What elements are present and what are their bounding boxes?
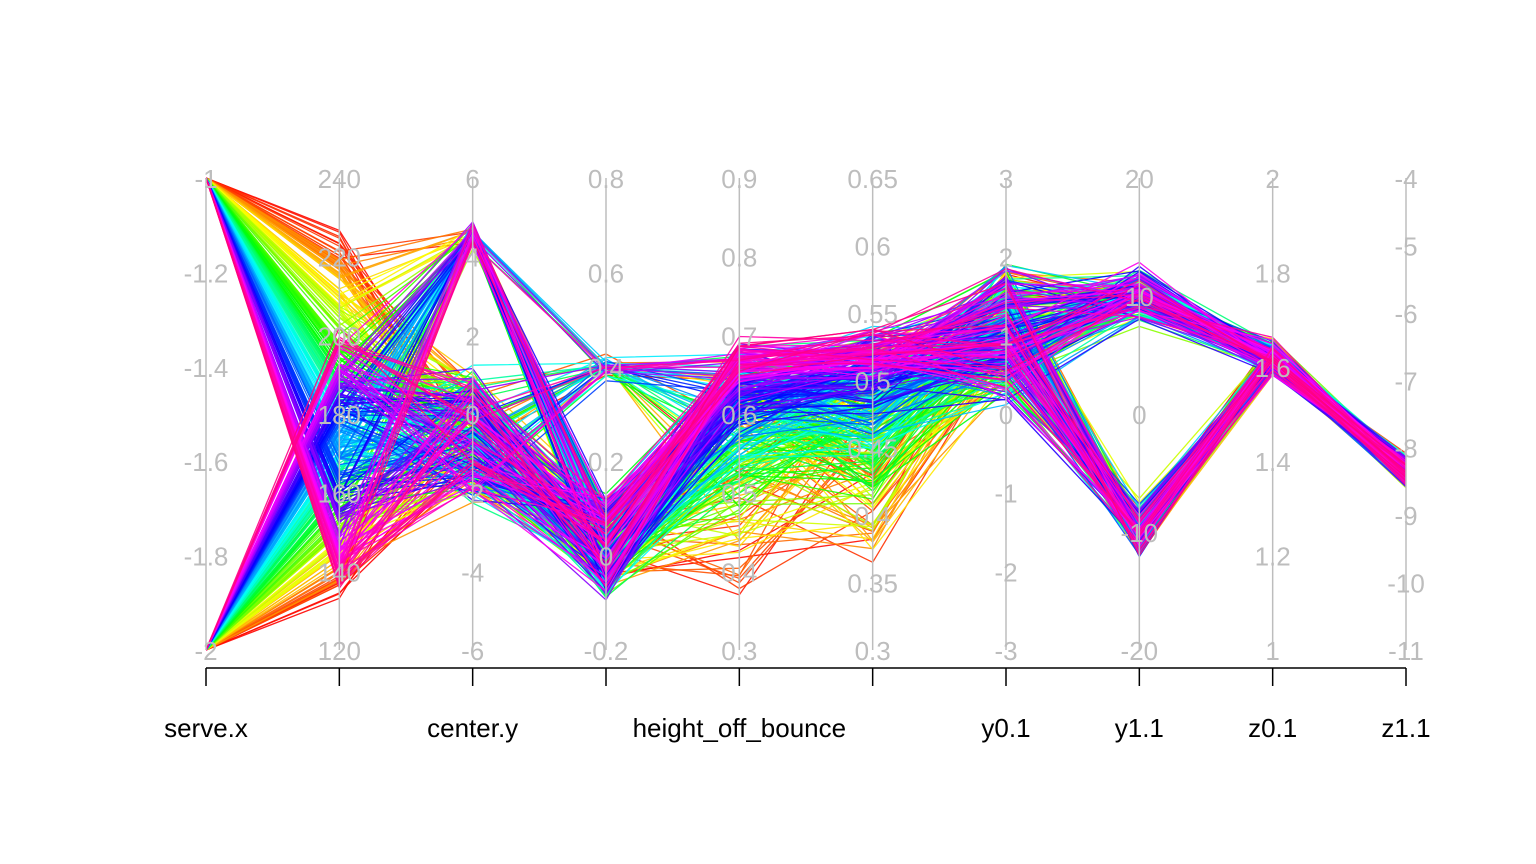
tick-label-6-4: 1 <box>999 321 1013 351</box>
tick-label-2-2: -2 <box>461 479 484 509</box>
tick-label-1-6: 240 <box>318 164 361 194</box>
tick-label-4-2: 0.5 <box>721 479 757 509</box>
axes: -2-1.8-1.6-1.4-1.2-112014016018020022024… <box>184 164 1425 666</box>
data-line-396 <box>205 177 1407 586</box>
tick-label-1-2: 160 <box>318 479 361 509</box>
tick-label-3-1: 0 <box>599 542 613 572</box>
tick-label-5-2: 0.4 <box>855 501 891 531</box>
tick-label-5-7: 0.65 <box>847 164 898 194</box>
tick-label-7-3: 10 <box>1125 282 1154 312</box>
tick-label-5-1: 0.35 <box>847 569 898 599</box>
axis-name-2: center.y <box>427 713 518 743</box>
tick-label-8-0: 1 <box>1265 636 1279 666</box>
axis-name-6: y0.1 <box>981 713 1030 743</box>
data-line-399 <box>205 177 1407 590</box>
tick-label-5-6: 0.6 <box>855 231 891 261</box>
tick-label-2-4: 2 <box>465 321 479 351</box>
tick-label-1-1: 140 <box>318 557 361 587</box>
tick-label-6-5: 2 <box>999 243 1013 273</box>
axis-name-4: height_off_bounce <box>633 713 847 743</box>
tick-label-2-3: 0 <box>465 400 479 430</box>
tick-label-7-4: 20 <box>1125 164 1154 194</box>
tick-label-3-4: 0.6 <box>588 258 624 288</box>
tick-label-1-3: 180 <box>318 400 361 430</box>
tick-label-9-1: -10 <box>1387 569 1425 599</box>
tick-label-0-4: -1.2 <box>184 258 229 288</box>
tick-label-0-2: -1.6 <box>184 447 229 477</box>
axis-name-8: z0.1 <box>1248 713 1297 743</box>
tick-label-8-2: 1.4 <box>1255 447 1291 477</box>
tick-label-6-6: 3 <box>999 164 1013 194</box>
data-line-397 <box>205 324 1407 651</box>
tick-label-4-5: 0.8 <box>721 243 757 273</box>
data-line-392 <box>205 177 1407 580</box>
data-line-328 <box>205 177 1407 525</box>
tick-label-5-3: 0.45 <box>847 434 898 464</box>
bottom-axis: serve.x center.y height_off_bounce y0.1 y1.1… <box>164 667 1431 743</box>
tick-label-0-5: -1 <box>194 164 217 194</box>
tick-label-9-6: -5 <box>1394 231 1417 261</box>
tick-label-0-1: -1.8 <box>184 542 229 572</box>
tick-label-2-1: -4 <box>461 557 484 587</box>
tick-label-1-5: 220 <box>318 243 361 273</box>
tick-label-2-0: -6 <box>461 636 484 666</box>
tick-label-9-4: -7 <box>1394 366 1417 396</box>
tick-label-8-3: 1.6 <box>1255 353 1291 383</box>
tick-label-2-6: 6 <box>465 164 479 194</box>
axis-name-0: serve.x <box>164 713 248 743</box>
axis-name-7: y1.1 <box>1115 713 1164 743</box>
tick-label-6-2: -1 <box>994 479 1017 509</box>
data-line-395 <box>205 284 1407 651</box>
tick-label-9-5: -6 <box>1394 299 1417 329</box>
tick-label-3-0: -0.2 <box>584 636 629 666</box>
tick-label-4-3: 0.6 <box>721 400 757 430</box>
tick-label-7-1: -10 <box>1121 518 1159 548</box>
tick-label-9-3: -8 <box>1394 434 1417 464</box>
tick-label-4-4: 0.7 <box>721 321 757 351</box>
data-line-302 <box>205 177 1407 568</box>
data-line-393 <box>205 310 1407 651</box>
tick-label-6-3: 0 <box>999 400 1013 430</box>
tick-label-3-3: 0.4 <box>588 353 624 383</box>
tick-label-8-1: 1.2 <box>1255 542 1291 572</box>
tick-label-7-2: 0 <box>1132 400 1146 430</box>
tick-label-9-7: -4 <box>1394 164 1417 194</box>
tick-label-0-0: -2 <box>194 636 217 666</box>
tick-label-7-0: -20 <box>1121 636 1159 666</box>
tick-label-8-4: 1.8 <box>1255 258 1291 288</box>
tick-label-9-0: -11 <box>1388 636 1424 666</box>
tick-label-6-0: -3 <box>994 636 1017 666</box>
tick-label-6-1: -2 <box>994 557 1017 587</box>
data-line-389 <box>205 177 1407 580</box>
tick-label-0-3: -1.4 <box>184 353 229 383</box>
tick-label-9-2: -9 <box>1394 501 1417 531</box>
tick-label-4-6: 0.9 <box>721 164 757 194</box>
tick-label-8-5: 2 <box>1265 164 1279 194</box>
tick-label-5-5: 0.55 <box>847 299 898 329</box>
data-line-375 <box>205 177 1407 566</box>
tick-label-4-0: 0.3 <box>721 636 757 666</box>
tick-label-3-2: 0.2 <box>588 447 624 477</box>
axis-name-9: z1.1 <box>1381 713 1430 743</box>
tick-label-5-4: 0.5 <box>855 366 891 396</box>
tick-label-3-5: 0.8 <box>588 164 624 194</box>
tick-label-4-1: 0.4 <box>721 557 757 587</box>
tick-label-2-5: 4 <box>465 243 479 273</box>
tick-label-5-0: 0.3 <box>855 636 891 666</box>
data-line-394 <box>205 335 1407 651</box>
data-line-374 <box>205 177 1407 561</box>
tick-label-1-4: 200 <box>318 321 361 351</box>
data-lines <box>205 177 1407 651</box>
tick-label-1-0: 120 <box>318 636 361 666</box>
